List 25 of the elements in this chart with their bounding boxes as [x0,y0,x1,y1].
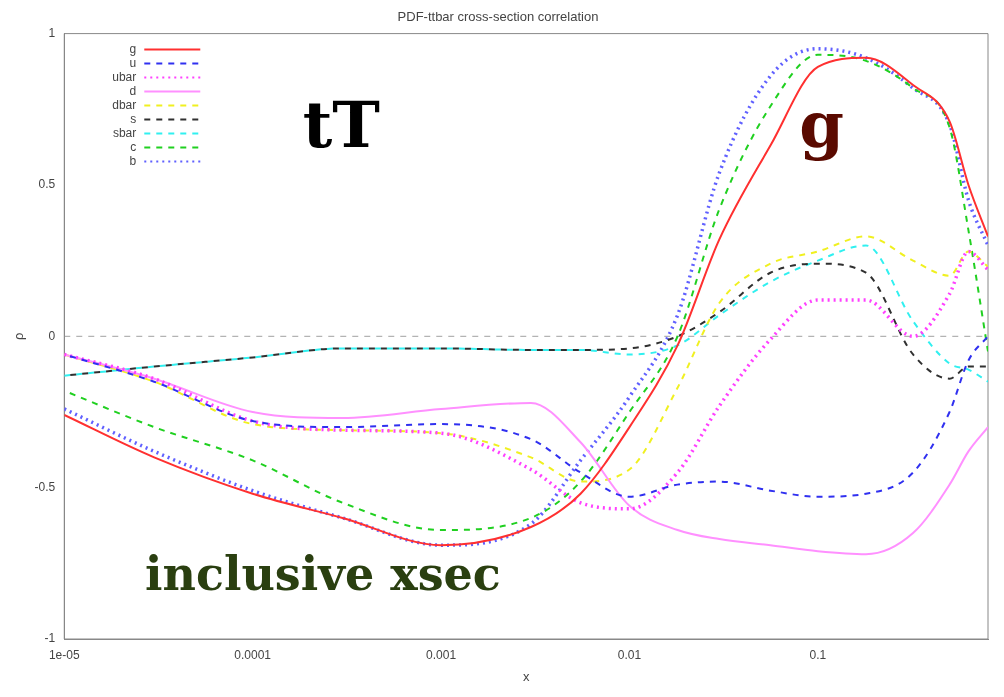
legend-label: s [130,111,137,126]
x-tick-label: 0.001 [426,647,457,662]
y-tick-label: -0.5 [34,479,56,494]
y-tick-label: -1 [44,631,56,646]
x-tick-label: 0.1 [809,647,827,662]
x-tick-label: 0.01 [617,647,642,662]
x-tick-label: 1e-05 [48,647,80,662]
x-axis-title: x [522,668,530,684]
legend-label: d [129,83,137,98]
annotation: inclusive xsec [145,547,501,602]
y-tick-label: 0.5 [38,177,56,192]
y-axis-title: ρ [11,332,27,340]
y-tick-label: 0 [48,328,56,343]
annotation: tT [302,87,380,163]
legend-label: c [130,139,137,154]
annotation: g [799,87,845,163]
chart-title: PDF-ttbar cross-section correlation [397,9,599,25]
x-tick-label: 0.0001 [234,647,272,662]
legend-label: b [129,153,137,168]
legend-label: u [129,55,137,70]
legend-label: sbar [112,125,137,140]
y-tick-label: 1 [48,25,56,40]
legend-label: g [129,41,137,56]
legend-label: dbar [112,97,137,112]
legend-label: ubar [112,69,137,84]
